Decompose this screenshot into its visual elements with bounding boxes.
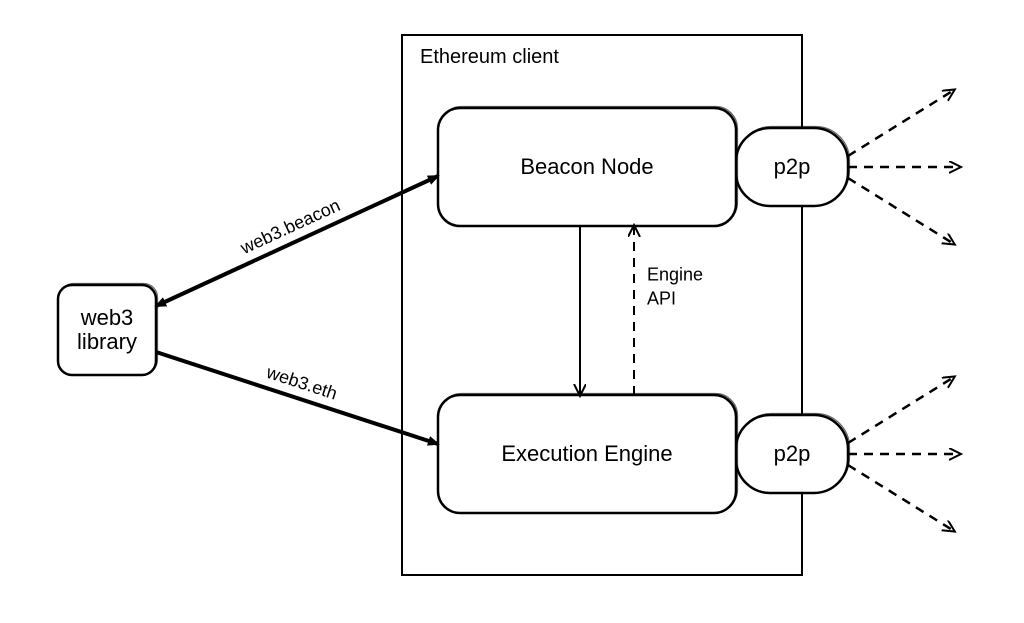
p2p-bottom-node: p2p <box>736 414 850 494</box>
svg-text:web3: web3 <box>80 305 134 330</box>
edge-engine-api: Engine API <box>580 226 703 395</box>
svg-text:library: library <box>77 329 137 354</box>
p2p-top-node: p2p <box>736 127 850 207</box>
p2p-bottom-rays <box>848 377 960 531</box>
ethereum-client-label: Ethereum client <box>420 46 559 68</box>
engine-api-label-2: API <box>647 289 676 309</box>
execution-engine-node: Execution Engine <box>438 394 738 514</box>
edge-web3-beacon: web3.beacon <box>156 176 438 306</box>
svg-text:Execution Engine: Execution Engine <box>501 441 672 466</box>
svg-text:Beacon Node: Beacon Node <box>520 154 653 179</box>
web3-library-node: web3library <box>58 284 158 376</box>
svg-text:p2p: p2p <box>774 441 811 466</box>
edge-web3-eth: web3.eth <box>156 352 438 444</box>
beacon-node: Beacon Node <box>438 107 738 227</box>
diagram-canvas: Ethereum client p2p p2p Beacon Node Exec… <box>0 0 1024 623</box>
edge-web3-eth-label: web3.eth <box>263 362 340 404</box>
p2p-top-rays <box>848 90 960 244</box>
engine-api-label: Engine <box>647 265 703 285</box>
svg-text:p2p: p2p <box>774 154 811 179</box>
